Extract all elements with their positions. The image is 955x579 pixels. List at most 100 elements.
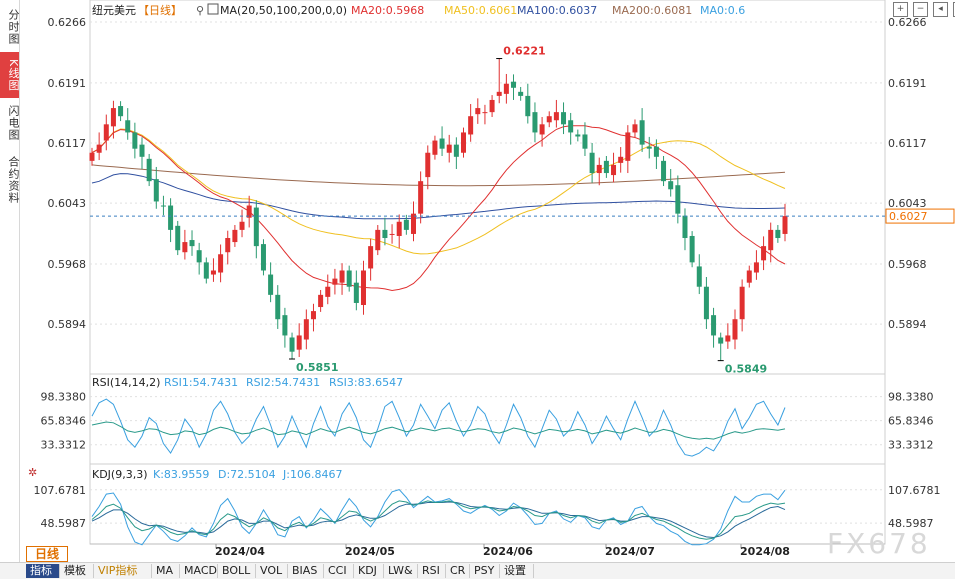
candle: [489, 99, 495, 113]
y-tick-right: 0.6043: [888, 197, 927, 210]
candle: [725, 335, 731, 342]
last-price-label: 0.6027: [889, 210, 928, 223]
candle: [296, 335, 302, 350]
y-tick-left: 0.6043: [48, 197, 87, 210]
candle: [496, 91, 502, 96]
bottom-tab-0[interactable]: 指标: [26, 564, 60, 578]
candle: [325, 286, 331, 297]
x-label: 2024/07: [605, 545, 655, 558]
annotation-high: 0.6221: [503, 45, 545, 58]
candle: [132, 132, 138, 149]
candle: [596, 164, 602, 174]
tab-kline[interactable]: K线图: [0, 52, 20, 98]
scroll-right-icon[interactable]: ▸: [953, 2, 955, 17]
candle: [775, 229, 781, 239]
bottom-tab-8[interactable]: CCI: [324, 564, 354, 578]
rsi3-line: [91, 398, 786, 457]
candle: [339, 270, 345, 283]
candle: [646, 146, 652, 149]
candle: [203, 262, 209, 279]
bottom-tab-11[interactable]: RSI: [418, 564, 446, 578]
bottom-tab-6[interactable]: VOL: [256, 564, 288, 578]
y-tick-left: 0.6266: [48, 16, 87, 29]
zoom-out-icon[interactable]: −: [913, 2, 928, 17]
candle: [375, 229, 381, 251]
kdj-tick-left: 107.6781: [34, 484, 87, 497]
candle: [389, 233, 395, 235]
candle: [539, 124, 545, 135]
bottom-tab-12[interactable]: CR: [446, 564, 470, 578]
ma-legend-ma50: MA50:0.6061: [444, 4, 517, 17]
bottom-tab-14[interactable]: 设置: [500, 564, 534, 578]
ma200-line: [91, 164, 786, 187]
candle: [282, 315, 288, 336]
candle: [403, 219, 409, 230]
rsi-tick-left: 98.3380: [41, 391, 87, 404]
candle: [160, 205, 166, 207]
sidebar: 分时图 K线图 闪电图 合约资料: [0, 0, 20, 578]
candle: [253, 207, 259, 247]
candle: [96, 144, 102, 153]
candle: [425, 152, 431, 178]
bottom-tab-3[interactable]: MA: [152, 564, 180, 578]
candle: [118, 106, 124, 117]
period-label[interactable]: 日线: [26, 546, 68, 562]
y-tick-left: 0.6117: [48, 137, 87, 150]
candle: [625, 132, 631, 161]
tab-timeshare[interactable]: 分时图: [7, 9, 20, 45]
candle: [346, 270, 352, 287]
candle: [418, 181, 424, 214]
candle: [689, 235, 695, 263]
bottom-tab-13[interactable]: PSY: [470, 564, 500, 578]
candle: [410, 213, 416, 234]
candle: [168, 205, 174, 230]
annotation-low: 0.5851: [296, 361, 338, 374]
rsi-tick-left: 33.3312: [41, 439, 87, 452]
candle: [218, 254, 224, 273]
candle: [711, 315, 717, 336]
candle: [475, 108, 481, 115]
candle: [582, 134, 588, 149]
zoom-in-icon[interactable]: +: [893, 2, 908, 17]
scroll-left-icon[interactable]: ◂: [933, 2, 948, 17]
candle: [518, 91, 524, 96]
candle: [182, 242, 188, 253]
y-tick-right: 0.5894: [888, 318, 927, 331]
candle: [310, 311, 316, 320]
ma-legend-box: [207, 3, 219, 15]
bottom-tab-5[interactable]: BOLL: [218, 564, 256, 578]
kdj-tick-right: 107.6781: [888, 484, 941, 497]
ma20-line: [91, 125, 786, 292]
bottom-tab-10[interactable]: LW&: [384, 564, 418, 578]
candle: [768, 229, 774, 251]
rsi-tick-right: 33.3312: [888, 439, 934, 452]
kdj-k-line: [91, 500, 786, 540]
bottom-tab-7[interactable]: BIAS: [288, 564, 324, 578]
rsi-legend-1: RSI2:54.7431: [246, 376, 320, 389]
bottom-tab-2[interactable]: VIP指标: [94, 564, 152, 578]
candle: [739, 286, 745, 320]
ma-legend-ma200: MA200:0.6081: [612, 4, 692, 17]
ma-legend-ma0: MA0:0.6: [700, 4, 745, 17]
candle: [332, 278, 338, 285]
candle: [146, 158, 152, 182]
kdj-legend-1: D:72.5104: [218, 468, 276, 481]
candle: [761, 246, 767, 261]
ma-legend-ma20: MA20:0.5968: [351, 4, 424, 17]
candle: [661, 160, 667, 182]
candle: [432, 140, 438, 155]
candle: [439, 138, 445, 149]
bottom-tab-9[interactable]: KDJ: [354, 564, 384, 578]
candle: [732, 319, 738, 340]
tab-flash-chart[interactable]: 闪电图: [7, 105, 20, 141]
bottom-tab-1[interactable]: 模板: [60, 564, 94, 578]
x-label: 2024/06: [483, 545, 533, 558]
candle: [210, 270, 216, 275]
chart-title: 纽元美元: [92, 3, 136, 17]
tab-contract-info[interactable]: 合约资料: [7, 156, 20, 204]
bottom-tab-4[interactable]: MACD: [180, 564, 218, 578]
rsi-header: RSI(14,14,2): [92, 376, 160, 389]
candle: [453, 144, 459, 157]
candle: [675, 185, 681, 214]
